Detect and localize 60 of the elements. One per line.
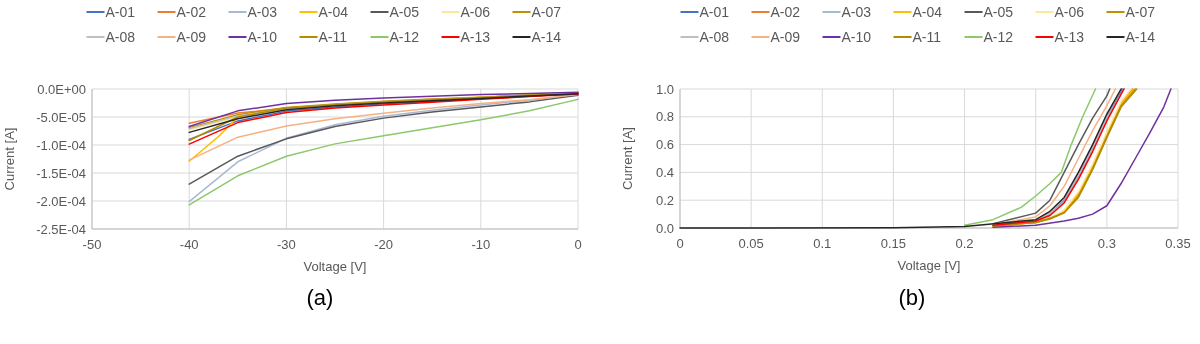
- legend-label: A-04: [912, 4, 943, 20]
- x-tick-label: -50: [82, 237, 102, 252]
- y-tick-label: -1.5E-04: [36, 165, 86, 181]
- legend-label: A-11: [912, 29, 942, 45]
- legend-label: A-14: [531, 29, 562, 45]
- legend-label: A-05: [389, 4, 420, 20]
- x-tick-label: 0: [676, 236, 684, 251]
- x-axis-title: Voltage [V]: [303, 259, 367, 274]
- legend-label: A-05: [983, 4, 1014, 20]
- legend-label: A-11: [318, 29, 348, 45]
- legend-label: A-10: [841, 29, 872, 45]
- x-tick-label: 0.2: [955, 236, 974, 251]
- y-tick-label: 1.0: [655, 81, 674, 97]
- x-tick-label: 0.25: [1023, 236, 1049, 251]
- x-tick-label: 0.1: [813, 236, 832, 251]
- x-tick-label: 0.35: [1165, 236, 1191, 251]
- legend-label: A-07: [531, 4, 562, 20]
- legend-label: A-08: [699, 29, 730, 45]
- x-tick-label: -20: [374, 237, 393, 252]
- legend-label: A-07: [1125, 4, 1156, 20]
- legend-label: A-04: [318, 4, 349, 20]
- legend-label: A-13: [1054, 29, 1085, 45]
- y-tick-label: -1.0E-04: [36, 137, 86, 153]
- legend-label: A-12: [389, 29, 420, 45]
- x-tick-label: 0.05: [738, 236, 764, 251]
- legend-label: A-10: [247, 29, 278, 45]
- y-tick-label: -2.5E-04: [36, 221, 86, 237]
- y-axis-title: Current [A]: [2, 127, 17, 191]
- y-tick-label: 0.8: [655, 109, 674, 125]
- legend-label: A-01: [699, 4, 730, 20]
- legend-label: A-12: [983, 29, 1014, 45]
- y-tick-label: 0.0E+00: [37, 81, 86, 97]
- y-axis-title: Current [A]: [620, 127, 635, 190]
- x-tick-label: 0.3: [1097, 236, 1116, 251]
- legend-label: A-03: [247, 4, 278, 20]
- legend-label: A-06: [460, 4, 491, 20]
- y-tick-label: 0.4: [655, 164, 674, 180]
- x-axis-title: Voltage [V]: [897, 258, 961, 273]
- legend-label: A-14: [1125, 29, 1156, 45]
- legend-label: A-02: [770, 4, 801, 20]
- y-tick-label: 0.6: [655, 137, 674, 153]
- legend-label: A-09: [770, 29, 801, 45]
- y-tick-label: 0.0: [655, 220, 674, 236]
- text: (b): [898, 285, 926, 310]
- x-tick-label: -10: [471, 237, 491, 252]
- legend-label: A-01: [105, 4, 136, 20]
- x-tick-label: 0.15: [880, 236, 907, 251]
- y-tick-label: -5.0E-05: [36, 109, 86, 125]
- x-tick-label: 0: [574, 237, 582, 252]
- text: (a): [306, 285, 334, 310]
- legend-label: A-13: [460, 29, 491, 45]
- x-tick-label: -40: [179, 237, 199, 252]
- legend-label: A-09: [176, 29, 207, 45]
- y-tick-label: 0.2: [655, 192, 674, 208]
- x-tick-label: -30: [277, 237, 296, 252]
- legend-label: A-06: [1054, 4, 1085, 20]
- y-tick-label: -2.0E-04: [36, 193, 86, 209]
- legend-label: A-03: [841, 4, 872, 20]
- legend-label: A-08: [105, 29, 136, 45]
- legend-label: A-02: [176, 4, 207, 20]
